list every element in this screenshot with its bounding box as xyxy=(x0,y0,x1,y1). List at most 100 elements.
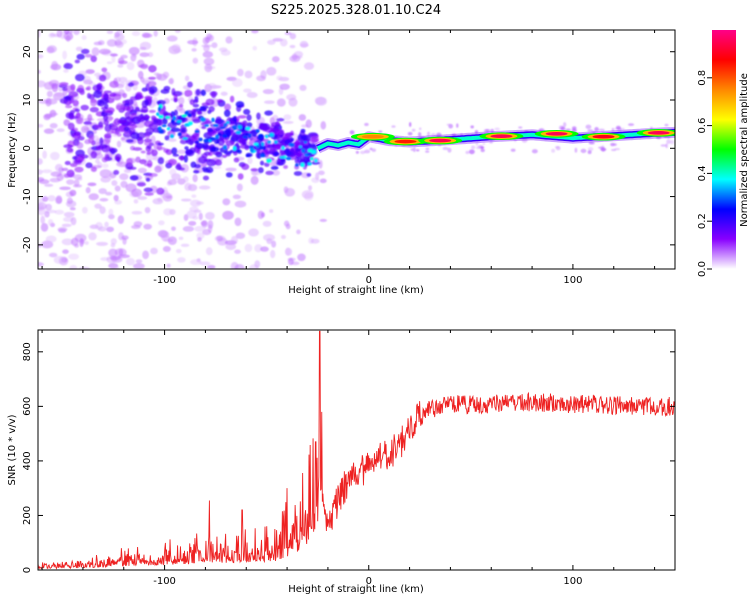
spectrogram-cell xyxy=(615,125,621,130)
spectrogram-cell xyxy=(123,103,130,107)
spectrogram-cell xyxy=(144,140,152,146)
spectrogram-cell xyxy=(139,52,150,58)
spectrogram-cell xyxy=(216,99,223,103)
spectrogram-cell xyxy=(106,61,113,65)
spectrogram-cell xyxy=(61,223,72,228)
spectrogram-cell xyxy=(188,220,197,226)
spectrogram-cell xyxy=(137,137,144,145)
spectrogram-cell xyxy=(592,130,596,134)
spectrogram-cell xyxy=(407,131,413,136)
colorbar-tick-label: 0.4 xyxy=(697,165,708,181)
spectrogram-cell xyxy=(310,161,321,165)
spectrogram-cell xyxy=(98,74,107,82)
snr-ytick-label: 200 xyxy=(22,506,33,525)
spectrogram-cell xyxy=(235,101,245,108)
spectrogram-cell xyxy=(237,68,244,77)
spectrogram-cell xyxy=(271,169,281,176)
spectrogram-cell xyxy=(131,210,143,215)
spectrogram-cell xyxy=(63,62,73,70)
spectrogram-cell xyxy=(143,223,153,230)
spectrogram-cell xyxy=(41,240,54,249)
colorbar: 0.0 0.2 0.4 0.6 0.8 Normalized spectral ampl… xyxy=(697,30,750,277)
spectrogram-cell xyxy=(179,155,185,161)
spectrogram-cell xyxy=(198,185,211,190)
spectrogram-cell xyxy=(232,146,237,151)
spectrogram-cell xyxy=(205,211,215,220)
spectrogram-cell xyxy=(168,78,174,85)
spectrogram-cell xyxy=(144,192,154,196)
spectrogram-cell xyxy=(38,158,43,165)
spectrogram-cell xyxy=(200,89,207,96)
snr-ytick-label: 800 xyxy=(22,342,33,361)
spectrogram-cell xyxy=(65,35,71,42)
spectrogram-cell xyxy=(101,163,109,168)
spectrogram-cell xyxy=(236,183,243,192)
spectrogram-cell xyxy=(49,32,56,37)
spectrogram-cell xyxy=(215,118,223,124)
spectrogram-cell xyxy=(61,238,74,246)
spectrogram-cell xyxy=(597,146,605,149)
spectrogram-cell xyxy=(225,36,233,44)
spectrogram-cell xyxy=(104,124,112,132)
spectrogram-cell xyxy=(270,249,276,259)
spectrogram-cell xyxy=(191,118,201,124)
spectrogram-cell xyxy=(65,105,73,109)
spectrogram-cell xyxy=(211,117,215,123)
spectrogram-cell xyxy=(242,135,248,139)
spectrogram-cell xyxy=(45,235,57,243)
spectrogram-cell xyxy=(225,140,235,146)
spectrogram-cell xyxy=(244,70,253,79)
spectrogram-cell xyxy=(106,130,115,135)
spectrogram-cell xyxy=(38,30,41,38)
spectrogram-cell xyxy=(285,247,291,256)
spectrogram-cell xyxy=(310,238,320,244)
spectrogram-cell xyxy=(50,151,60,161)
spectrogram-cell xyxy=(161,124,167,128)
spectrogram-cell xyxy=(93,41,103,46)
spectrogram-cell xyxy=(113,169,120,175)
spectrogram-cell xyxy=(267,140,272,144)
spectrogram-cell xyxy=(143,187,153,193)
spectrogram-cell xyxy=(251,30,259,34)
spectrogram-cell xyxy=(208,34,214,42)
spectrogram-cell xyxy=(241,139,247,145)
spectrogram-cell xyxy=(204,124,209,127)
spectrogram-cell xyxy=(122,105,131,111)
spectrogram-cell xyxy=(76,53,85,60)
spectrogram-cell xyxy=(137,196,148,200)
spectrogram-cell xyxy=(110,238,117,245)
spectrogram-cell xyxy=(169,168,177,176)
spectrogram-cell xyxy=(68,30,74,34)
spectrogram-cell xyxy=(73,174,83,180)
spectrogram-cell xyxy=(90,150,98,159)
spectrogram-cell xyxy=(109,80,120,88)
spectrogram-cell xyxy=(78,266,90,269)
spectrogram-cell xyxy=(123,126,130,132)
spectrogram-cell xyxy=(255,128,260,133)
spectrogram-cell xyxy=(133,263,145,269)
spectrogram-cell xyxy=(202,175,210,181)
spectrogram-cell xyxy=(75,46,83,52)
spectrogram-cell xyxy=(177,96,185,105)
spectrogram-cell xyxy=(101,106,108,110)
spectrogram-cell xyxy=(349,130,355,135)
spectrogram-cell xyxy=(224,103,231,111)
spectrogram-cell xyxy=(205,247,213,256)
spectrogram-cell xyxy=(48,252,58,258)
spectrogram-cell xyxy=(144,131,151,139)
spectrogram-cell xyxy=(110,53,118,57)
spectrogram-cell xyxy=(276,98,286,107)
spectrogram-cell xyxy=(116,132,122,137)
spectrogram-cell xyxy=(176,149,187,155)
spectrogram-cell xyxy=(109,92,117,97)
spectrogram-cell xyxy=(136,182,146,187)
spectrogram-cell xyxy=(114,155,120,161)
spectrogram-cell xyxy=(225,167,237,172)
spectrogram-cell xyxy=(319,178,327,184)
spectrogram-cell xyxy=(307,162,312,166)
spectrogram-cell xyxy=(38,169,43,175)
spectrogram-cell xyxy=(144,95,153,100)
spectrogram-cell xyxy=(144,163,153,167)
spectrogram-cell xyxy=(588,141,595,145)
